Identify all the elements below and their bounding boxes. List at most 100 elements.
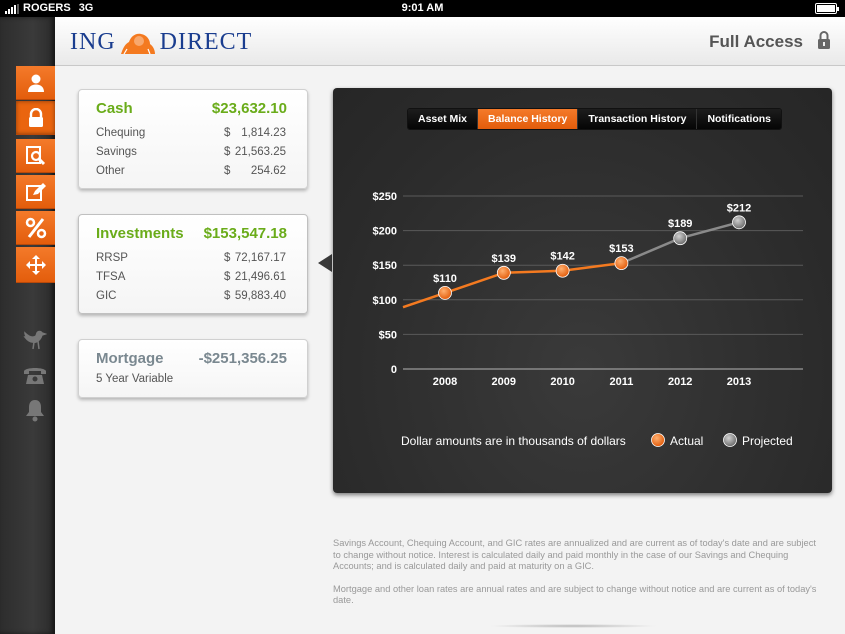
data-label: $139 [492,253,516,265]
ing-direct-logo: ING DIRECT [70,29,252,56]
cash-row-chequing: Chequing $1,814.23 [96,127,286,146]
x-tick-label: 2013 [727,376,751,388]
row-value: 59,883.40 [234,290,286,302]
x-tick-label: 2010 [550,376,574,388]
bell-icon [26,400,44,422]
carrier-info: ROGERS 3G [5,2,93,14]
data-label: $142 [550,251,574,263]
data-point-projected [732,215,746,230]
x-tick-label: 2008 [433,376,457,388]
disclaimer-loans: Mortgage and other loan rates are annual… [333,583,817,606]
y-tick-label: $200 [373,226,397,238]
sidebar-item-accounts[interactable] [16,101,55,135]
y-tick-label: $100 [373,295,397,307]
app-header: ING DIRECT Full Access [55,17,845,66]
lion-icon [120,33,155,54]
data-point-actual [614,256,629,271]
investments-total: $153,547.18 [203,225,287,242]
carrier-name: ROGERS [23,2,71,14]
sidebar-item-rates[interactable] [16,211,55,245]
balance-history-chart: $250 $200 $150 $100 $50 0 2008 2009 2010 2011 2012… [373,191,803,448]
investments-row-rrsp: RRSP $72,167.17 [96,252,286,271]
status-bar: ROGERS 3G 9:01 AM [0,0,845,17]
y-tick-label: $250 [373,191,397,203]
data-point-actual [438,285,452,300]
mortgage-card-header: Mortgage -$251,356.25 [96,350,287,367]
tab-notifications[interactable]: Notifications [697,109,782,129]
investments-rows: RRSP $72,167.17 TFSA $21,496.61 GIC $59,883… [96,252,286,309]
cash-total: $23,632.10 [211,100,287,117]
battery-icon [815,3,839,14]
row-currency: $ [224,146,231,158]
padlock-icon[interactable] [817,30,831,50]
mortgage-card[interactable]: Mortgage -$251,356.25 5 Year Variable [78,339,308,398]
investments-row-tfsa: TFSA $21,496.61 [96,271,286,290]
signal-icon [5,4,19,14]
legend-label-actual: Actual [670,434,703,448]
cash-row-savings: Savings $21,563.25 [96,146,286,165]
cash-card-header: Cash $23,632.10 [96,100,287,117]
lock-icon [28,107,43,127]
investments-title: Investments [96,225,184,242]
row-label: Chequing [96,127,146,139]
data-point-projected [673,231,688,246]
investments-card[interactable]: Investments $153,547.18 RRSP $72,167.17 T… [78,214,308,314]
tab-transaction-history[interactable]: Transaction History [578,109,698,129]
legend-swatch-projected [723,433,737,447]
edit-icon [25,182,46,201]
tab-asset-mix[interactable]: Asset Mix [408,109,479,129]
row-currency: $ [224,290,231,302]
x-tick-label: 2011 [609,376,633,388]
disclaimer: Savings Account, Chequing Account, and G… [333,538,823,618]
investments-card-header: Investments $153,547.18 [96,225,287,242]
clock: 9:01 AM [401,2,444,14]
x-tick-label: 2009 [492,376,516,388]
row-label: TFSA [96,271,126,283]
mortgage-subtitle: 5 Year Variable [96,373,174,385]
row-label: GIC [96,290,117,302]
bird-icon [23,330,47,350]
bottom-shadow [488,624,658,628]
search-document-icon [25,145,45,165]
row-currency: $ [224,271,231,283]
sidebar-item-alerts[interactable] [20,395,50,425]
move-arrows-icon [25,254,46,275]
row-label: Savings [96,146,137,158]
cash-card[interactable]: Cash $23,632.10 Chequing $1,814.23 Saving… [78,89,308,189]
disclaimer-rates: Savings Account, Chequing Account, and G… [333,538,816,571]
cash-rows: Chequing $1,814.23 Savings $21,563.25 Othe… [96,127,286,184]
phone-icon [24,368,46,384]
legend-label-projected: Projected [742,434,793,448]
row-currency: $ [224,127,231,139]
network-type: 3G [78,2,94,14]
selection-pointer [318,254,332,272]
access-level-label: Full Access [709,32,803,51]
sidebar-item-transfer[interactable] [16,247,55,283]
row-value: 72,167.17 [234,252,286,264]
row-value: 21,496.61 [234,271,286,283]
sidebar-item-edit[interactable] [16,175,55,209]
row-value: 254.62 [250,165,286,177]
data-point-actual [496,265,511,280]
chart-note: Dollar amounts are in thousands of dolla… [401,434,626,448]
series-line-actual [402,261,622,309]
sidebar-item-twitter[interactable] [20,325,50,355]
cash-title: Cash [96,100,133,117]
row-currency: $ [224,165,231,177]
sidebar-item-phone[interactable] [20,359,50,389]
data-label: $189 [668,218,692,230]
y-tick-label: $150 [373,260,397,272]
data-label: $110 [433,273,457,285]
percent-icon [25,217,46,238]
sidebar-item-profile[interactable] [16,66,55,100]
row-label: Other [96,165,125,177]
x-tick-label: 2012 [668,376,692,388]
data-label: $153 [609,243,633,255]
mortgage-title: Mortgage [96,350,164,367]
legend-swatch-actual [651,433,665,447]
sidebar-item-search[interactable] [16,139,55,173]
row-value: 21,563.25 [234,146,286,158]
chart-panel: Asset Mix Balance History Transaction Hi… [333,88,832,493]
investments-row-gic: GIC $59,883.40 [96,290,286,309]
tab-balance-history[interactable]: Balance History [478,109,579,129]
